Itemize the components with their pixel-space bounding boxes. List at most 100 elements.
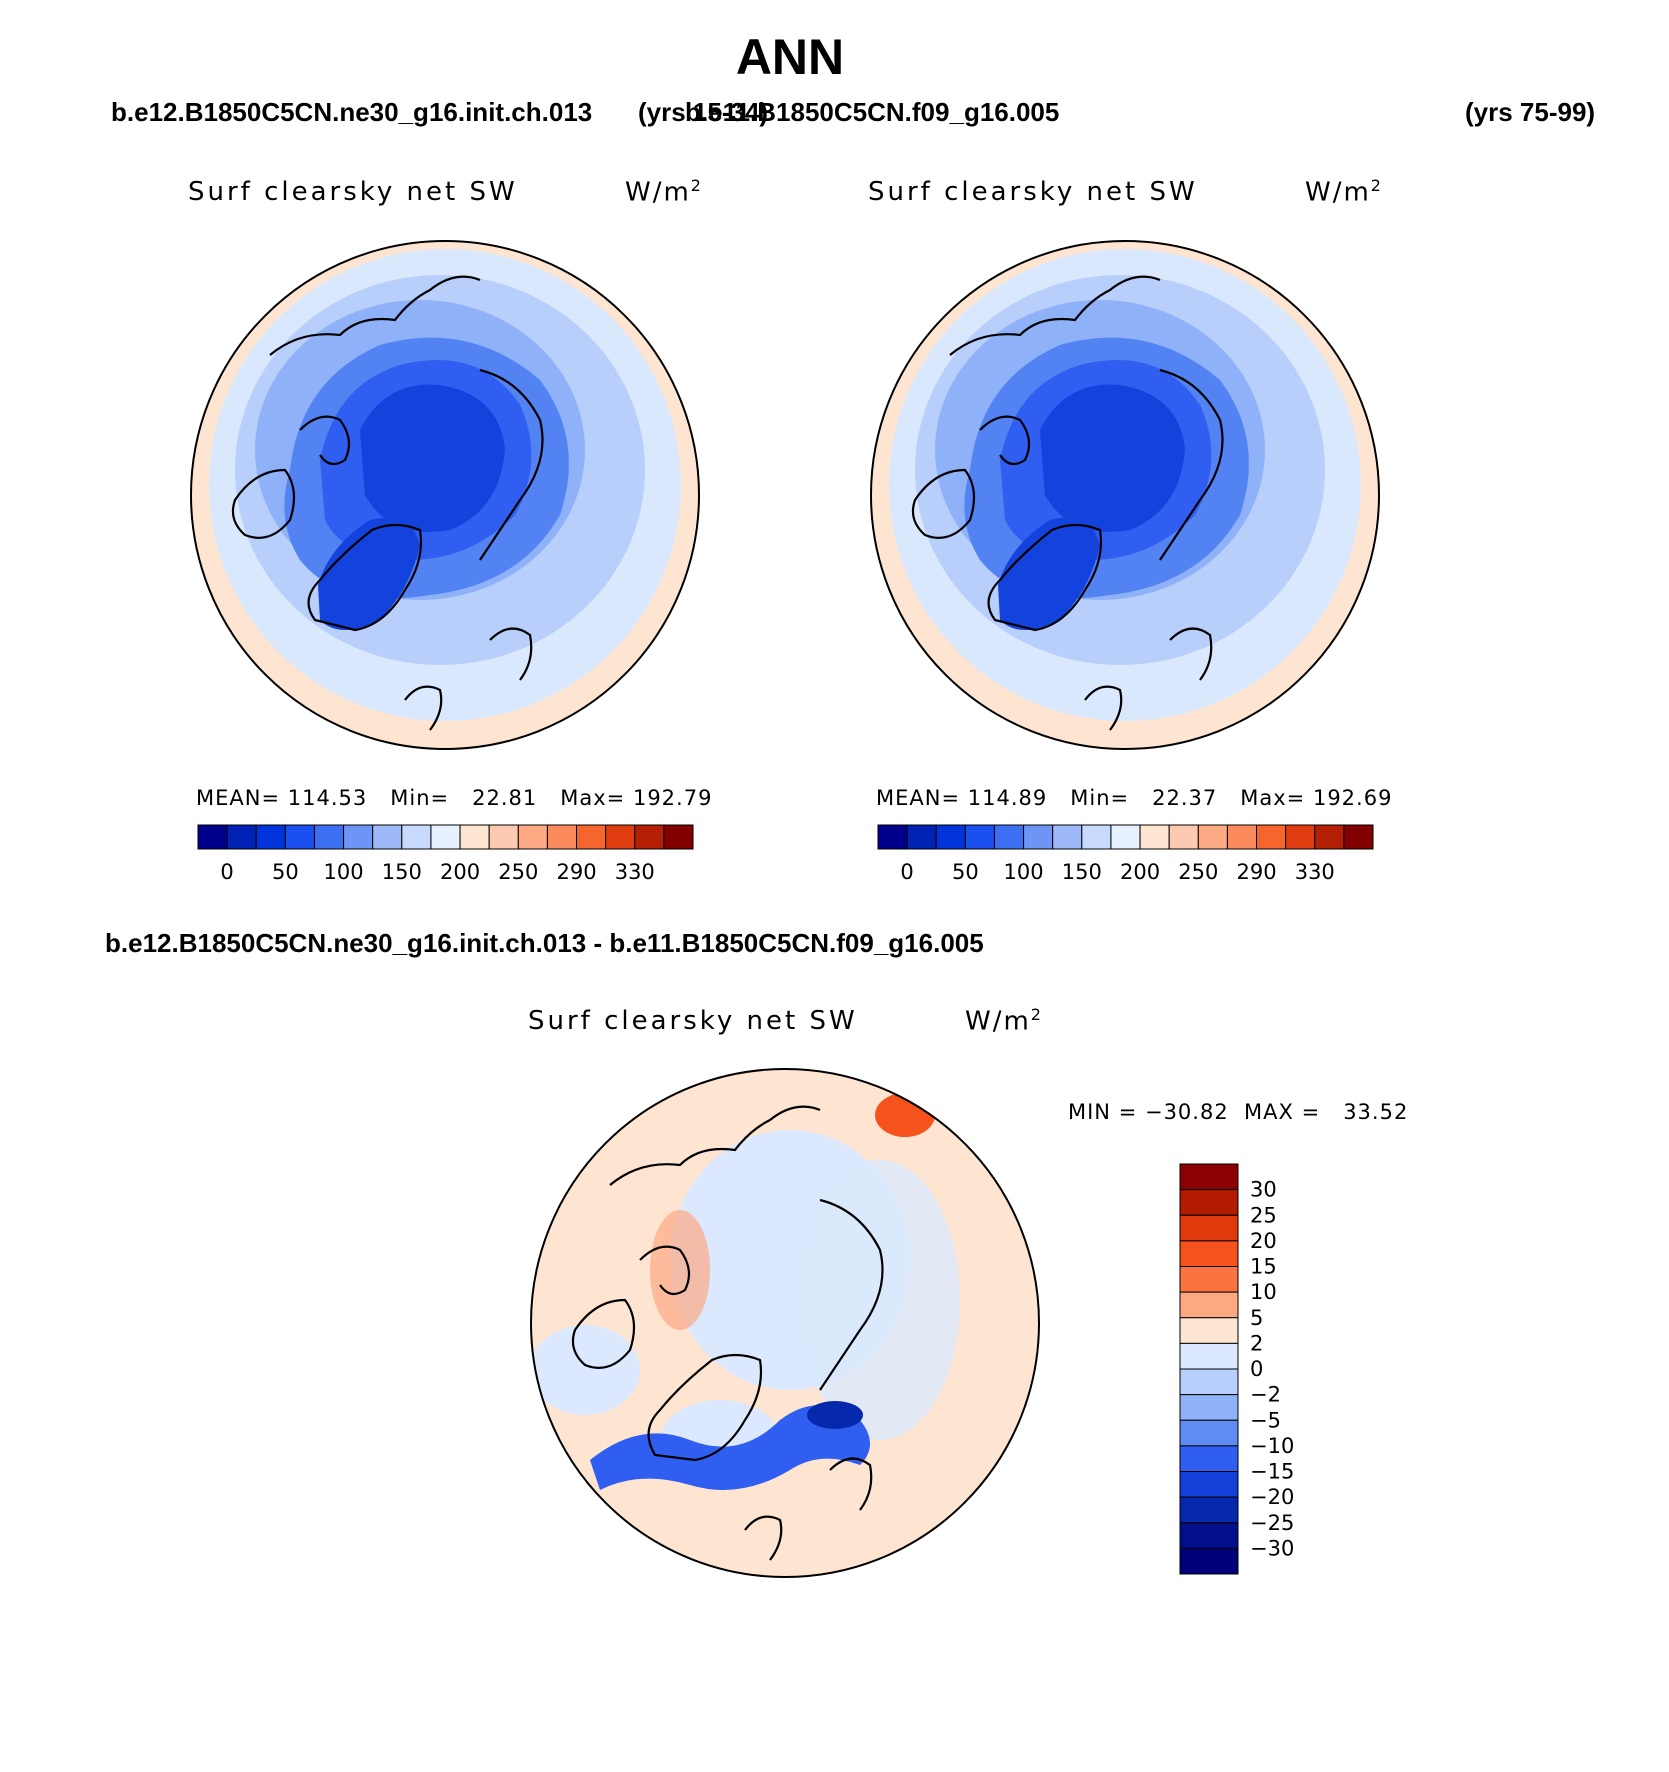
panel2-title: Surf clearsky net SW bbox=[868, 177, 1198, 207]
colorbar-tick-label: 200 bbox=[440, 860, 480, 884]
map3-field-negative-core bbox=[807, 1401, 863, 1429]
map2-coastlines bbox=[911, 275, 1224, 731]
colorbar-box bbox=[1179, 1522, 1239, 1549]
colorbar-tick-label: 150 bbox=[382, 860, 422, 884]
colorbar-box bbox=[517, 824, 548, 850]
colorbar-tick-label: 100 bbox=[324, 860, 364, 884]
colorbar-box bbox=[1179, 1496, 1239, 1524]
colorbar-tick-label: 290 bbox=[556, 860, 596, 884]
diff-label: b.e12.B1850C5CN.ne30_g16.init.ch.013 - b… bbox=[105, 928, 984, 958]
colorbar-box bbox=[576, 824, 607, 850]
colorbar-box bbox=[197, 824, 228, 850]
colorbar-tick-label: 330 bbox=[615, 860, 655, 884]
colorbar-tick-label: −10 bbox=[1250, 1434, 1294, 1458]
colorbar-box bbox=[1197, 824, 1228, 850]
map2-boundary bbox=[870, 240, 1380, 750]
colorbar-box bbox=[546, 824, 578, 850]
colorbar-tick-label: 30 bbox=[1250, 1178, 1277, 1202]
panel2-unit: W/m2 bbox=[1305, 176, 1383, 208]
case1-years: (yrs 15-34) bbox=[638, 97, 769, 127]
colorbar-tick-label: −2 bbox=[1250, 1383, 1281, 1407]
map3-field-east bbox=[800, 1160, 960, 1440]
colorbar-tick-label: 250 bbox=[498, 860, 538, 884]
panel1-title: Surf clearsky net SW bbox=[188, 177, 518, 207]
panel2-stats: MEAN= 114.89 Min= 22.37 Max= 192.69 bbox=[876, 786, 1393, 810]
colorbar-box bbox=[1179, 1291, 1239, 1319]
colorbar-tick-label: 250 bbox=[1178, 860, 1218, 884]
colorbar-tick-label: 150 bbox=[1062, 860, 1102, 884]
colorbar-box bbox=[1023, 824, 1054, 850]
colorbar-box bbox=[313, 824, 345, 850]
case2-years: (yrs 75-99) bbox=[1465, 97, 1596, 127]
colorbar-box bbox=[663, 824, 694, 850]
colorbar-box bbox=[1179, 1163, 1239, 1191]
case2-label: b.e11.B1850C5CN.f09_g16.005 bbox=[685, 97, 1060, 127]
colorbar-box bbox=[284, 824, 315, 850]
colorbar-box bbox=[1179, 1445, 1239, 1472]
colorbar-box bbox=[1139, 824, 1170, 850]
panel3-title: Surf clearsky net SW bbox=[528, 1006, 858, 1036]
colorbar-box bbox=[226, 824, 257, 850]
colorbar-box bbox=[255, 824, 286, 850]
colorbar-box bbox=[1179, 1471, 1239, 1498]
colorbar-tick-label: 15 bbox=[1250, 1255, 1277, 1279]
colorbar-box bbox=[430, 824, 461, 850]
colorbar-tick-label: 0 bbox=[1250, 1357, 1263, 1381]
colorbar-box bbox=[1179, 1547, 1239, 1575]
colorbar-box bbox=[1179, 1214, 1239, 1242]
colorbar-tick-label: −25 bbox=[1250, 1511, 1294, 1535]
map1-boundary bbox=[190, 240, 700, 750]
panel1-stats: MEAN= 114.53 Min= 22.81 Max= 192.79 bbox=[196, 786, 713, 810]
colorbar-box bbox=[605, 824, 636, 850]
colorbar-tick-label: 25 bbox=[1250, 1203, 1277, 1227]
map3-boundary bbox=[530, 1068, 1040, 1578]
colorbar-box bbox=[1179, 1240, 1239, 1267]
colorbar-box bbox=[877, 824, 908, 850]
colorbar-box bbox=[993, 824, 1025, 850]
colorbar-box bbox=[459, 824, 490, 850]
colorbar-box bbox=[1110, 824, 1141, 850]
colorbar-tick-label: 50 bbox=[272, 860, 299, 884]
colorbar-tick-label: 0 bbox=[900, 860, 913, 884]
colorbar-box bbox=[1168, 824, 1199, 850]
colorbar-box bbox=[372, 824, 403, 850]
colorbar-tick-label: −5 bbox=[1250, 1408, 1281, 1432]
colorbar-tick-label: 2 bbox=[1250, 1331, 1263, 1355]
map3-coastlines bbox=[571, 1105, 884, 1561]
map1-field-core bbox=[360, 384, 505, 532]
map2-field-core bbox=[1040, 384, 1185, 532]
colorbar-tick-label: 330 bbox=[1295, 860, 1335, 884]
colorbar-box bbox=[964, 824, 995, 850]
colorbar-tick-label: −15 bbox=[1250, 1460, 1294, 1484]
case1-label: b.e12.B1850C5CN.ne30_g16.init.ch.013 bbox=[111, 97, 593, 127]
colorbar-box bbox=[343, 824, 374, 850]
map1-coastlines bbox=[231, 275, 544, 731]
colorbar-tick-label: 0 bbox=[220, 860, 233, 884]
map3-field-negative-band bbox=[590, 1405, 870, 1490]
colorbar-tick-label: 100 bbox=[1004, 860, 1044, 884]
colorbar-box bbox=[1285, 824, 1316, 850]
map2-colorbar: 0 50 100 150 200 250 290 330 bbox=[877, 824, 1374, 884]
panel3-unit: W/m2 bbox=[965, 1005, 1043, 1037]
colorbar-box bbox=[1179, 1419, 1239, 1447]
map3-field-canada bbox=[531, 1325, 640, 1415]
colorbar-box bbox=[1179, 1317, 1239, 1344]
colorbar-box bbox=[1179, 1189, 1239, 1216]
map-panel-1: 0 50 100 150 200 250 290 330 bbox=[190, 240, 700, 884]
page-title: ANN bbox=[735, 29, 845, 85]
map3-field-positive-band bbox=[650, 1210, 710, 1330]
colorbar-box bbox=[401, 824, 432, 850]
colorbar-tick-label: 5 bbox=[1250, 1306, 1263, 1330]
map-panel-2: 0 50 100 150 200 250 290 330 bbox=[870, 240, 1380, 884]
colorbar-tick-label: −30 bbox=[1250, 1536, 1294, 1560]
panel1-unit: W/m2 bbox=[625, 176, 703, 208]
colorbar-box bbox=[1081, 824, 1112, 850]
colorbar-box bbox=[1179, 1342, 1239, 1370]
colorbar-tick-label: −20 bbox=[1250, 1485, 1294, 1509]
colorbar-tick-label: 200 bbox=[1120, 860, 1160, 884]
map2-greenland bbox=[998, 517, 1100, 630]
colorbar-tick-label: 10 bbox=[1250, 1280, 1277, 1304]
map1-greenland bbox=[318, 517, 420, 630]
